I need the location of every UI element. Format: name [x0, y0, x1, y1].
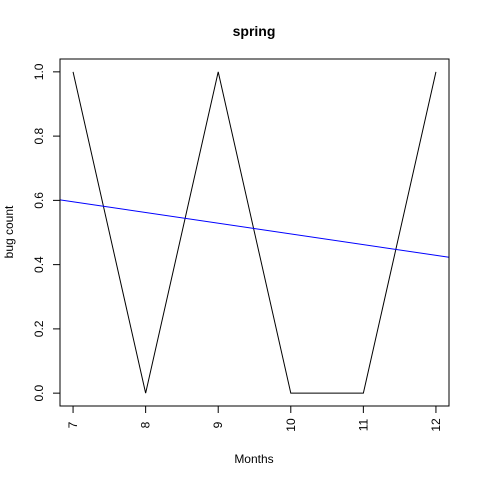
x-tick-label: 10 [284, 418, 298, 432]
x-tick-label: 11 [356, 418, 370, 431]
x-tick-label: 9 [211, 421, 225, 428]
y-tick-label: 0.4 [32, 256, 46, 273]
series-line-0 [72, 71, 437, 394]
y-axis-label: bug count [2, 205, 16, 258]
y-tick-label: 0.8 [32, 127, 46, 144]
y-tick-label: 0.6 [32, 192, 46, 209]
x-axis-label: Months [234, 452, 273, 466]
x-tick-label: 8 [139, 421, 153, 428]
x-tick-label: 7 [66, 421, 80, 428]
y-tick-label: 1.0 [32, 63, 46, 80]
plot-box [59, 58, 450, 407]
y-tick-label: 0.0 [32, 384, 46, 401]
y-tick-label: 0.2 [32, 320, 46, 337]
chart-title: spring [233, 23, 276, 39]
plot-area: 7 8 9 10 11 12 0.0 0.2 0.4 0.6 0.8 1.0 [32, 58, 450, 432]
x-tick-label: 12 [429, 418, 443, 432]
trend-line [60, 199, 449, 258]
